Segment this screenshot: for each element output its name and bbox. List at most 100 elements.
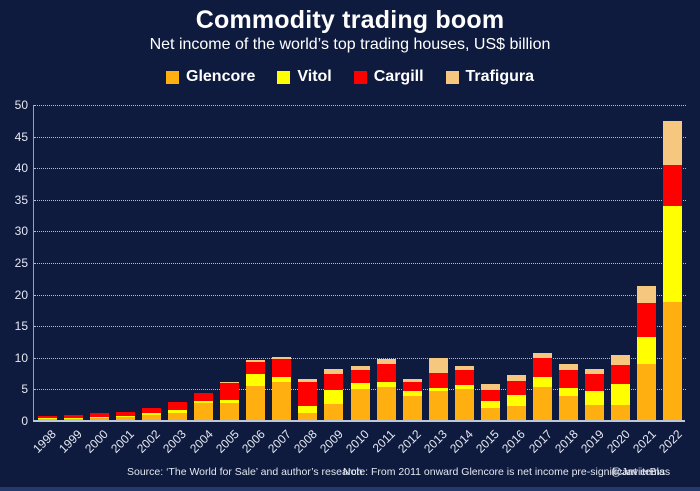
gridline-20 <box>34 294 686 296</box>
bar-2009-cargill-segment <box>324 373 344 391</box>
bar-2010-trafigura-segment <box>350 366 370 370</box>
bar-2003-cargill-segment <box>167 402 187 411</box>
y-tick-label-50: 50 <box>14 98 28 112</box>
bar-2019-cargill-segment <box>585 374 605 392</box>
author-handle: @JavierBlas <box>611 466 671 478</box>
bar-2002 <box>141 407 161 421</box>
bar-2004-vitol-segment <box>194 400 214 404</box>
bar-2015 <box>480 383 500 421</box>
bar-2021-vitol-segment <box>637 336 657 364</box>
bar-2012-vitol-segment <box>402 391 422 397</box>
glencore-swatch-icon <box>166 70 179 84</box>
bar-2012-cargill-segment <box>402 382 422 392</box>
bar-2019 <box>585 368 605 421</box>
bar-1998-vitol-segment <box>37 418 57 420</box>
bar-2014-cargill-segment <box>454 369 474 385</box>
bar-2010-glencore-segment <box>350 389 370 421</box>
bar-2012 <box>402 379 422 421</box>
bar-1999-cargill-segment <box>63 414 83 418</box>
bar-2014-trafigura-segment <box>454 366 474 370</box>
bar-2000-glencore-segment <box>89 417 109 421</box>
y-tick-label-35: 35 <box>14 192 28 207</box>
bar-2011-cargill-segment <box>376 363 396 382</box>
gridline-15 <box>34 326 686 328</box>
bar-2004 <box>194 392 214 421</box>
gridline-40 <box>34 168 686 170</box>
bar-2012-trafigura-segment <box>402 379 422 383</box>
bar-2006-cargill-segment <box>246 361 266 374</box>
methodology-note: Note: From 2011 onward Glencore is net i… <box>343 466 665 478</box>
bar-2019-glencore-segment <box>585 404 605 421</box>
gridline-25 <box>34 263 686 264</box>
bar-2007-trafigura-segment <box>272 357 292 360</box>
bar-2002-cargill-segment <box>141 407 161 414</box>
legend-label-vitol: Vitol <box>297 68 332 85</box>
y-tick-label-25: 25 <box>14 256 28 270</box>
bar-2008 <box>298 379 318 421</box>
bar-2000-vitol-segment <box>89 416 109 418</box>
bar-2017-trafigura-segment <box>533 352 553 358</box>
legend-item-trafigura: Trafigura <box>445 68 534 86</box>
bar-2004-cargill-segment <box>194 392 214 401</box>
bar-2001-cargill-segment <box>115 411 135 416</box>
bar-2005-vitol-segment <box>220 399 240 403</box>
chart-title: Commodity trading boom <box>195 6 505 34</box>
bottom-strip <box>0 487 700 491</box>
bar-2007-cargill-segment <box>272 359 292 377</box>
bar-2022-glencore-segment <box>663 301 683 421</box>
bar-2021-trafigura-segment <box>637 285 657 304</box>
bar-2013 <box>428 357 448 421</box>
bar-2016-vitol-segment <box>506 395 526 407</box>
bar-2015-glencore-segment <box>480 408 500 421</box>
gridline-10 <box>34 357 686 359</box>
vitol-swatch-icon <box>277 70 291 84</box>
plot-area <box>33 105 686 421</box>
bar-2016-trafigura-segment <box>506 374 526 382</box>
bar-2019-vitol-segment <box>585 391 605 405</box>
legend-item-glencore: Glencore <box>166 68 255 86</box>
bar-2021-glencore-segment <box>637 363 657 421</box>
y-tick-label-40: 40 <box>14 161 28 176</box>
bar-2015-vitol-segment <box>480 400 500 409</box>
bar-2011 <box>376 359 396 421</box>
bar-2015-cargill-segment <box>480 390 500 401</box>
bar-2009 <box>324 368 344 421</box>
bar-2017-vitol-segment <box>533 377 553 387</box>
bar-2011-trafigura-segment <box>376 359 396 364</box>
bar-2009-vitol-segment <box>324 390 344 404</box>
bar-2021-cargill-segment <box>637 303 657 337</box>
bar-2020 <box>611 355 631 421</box>
bar-2008-vitol-segment <box>298 405 318 413</box>
bar-1999-vitol-segment <box>63 417 83 419</box>
y-tick-label-30: 30 <box>14 224 28 239</box>
legend-label-trafigura: Trafigura <box>465 68 534 85</box>
y-tick-label-20: 20 <box>14 287 28 302</box>
bar-2007-glencore-segment <box>272 381 292 421</box>
bar-2022 <box>663 120 683 421</box>
y-tick-label-10: 10 <box>14 350 28 365</box>
bar-2002-glencore-segment <box>141 415 161 421</box>
legend-item-vitol: Vitol <box>277 68 332 86</box>
bar-2017-glencore-segment <box>533 386 553 421</box>
trafigura-swatch-icon <box>445 70 459 84</box>
bar-2011-glencore-segment <box>376 386 396 421</box>
bar-2006-vitol-segment <box>246 373 266 387</box>
bar-2020-trafigura-segment <box>611 355 631 365</box>
bar-2016 <box>506 374 526 421</box>
bar-1999 <box>63 414 83 421</box>
bar-2010-cargill-segment <box>350 369 370 384</box>
y-tick-label-15: 15 <box>14 319 28 334</box>
bar-2008-trafigura-segment <box>298 379 318 383</box>
legend: Glencore Vitol Cargill Trafigura <box>0 68 700 86</box>
x-axis-line <box>33 420 685 422</box>
bar-2017 <box>533 352 553 421</box>
bar-2013-vitol-segment <box>428 387 448 391</box>
bar-2003 <box>167 402 187 421</box>
bar-2013-trafigura-segment <box>428 357 448 373</box>
gridline-50 <box>34 105 686 106</box>
bar-2009-trafigura-segment <box>324 368 344 374</box>
y-tick-label-0: 0 <box>21 414 28 428</box>
bar-2005-trafigura-segment <box>220 381 240 384</box>
legend-label-glencore: Glencore <box>186 68 256 85</box>
bar-2018-glencore-segment <box>559 395 579 421</box>
